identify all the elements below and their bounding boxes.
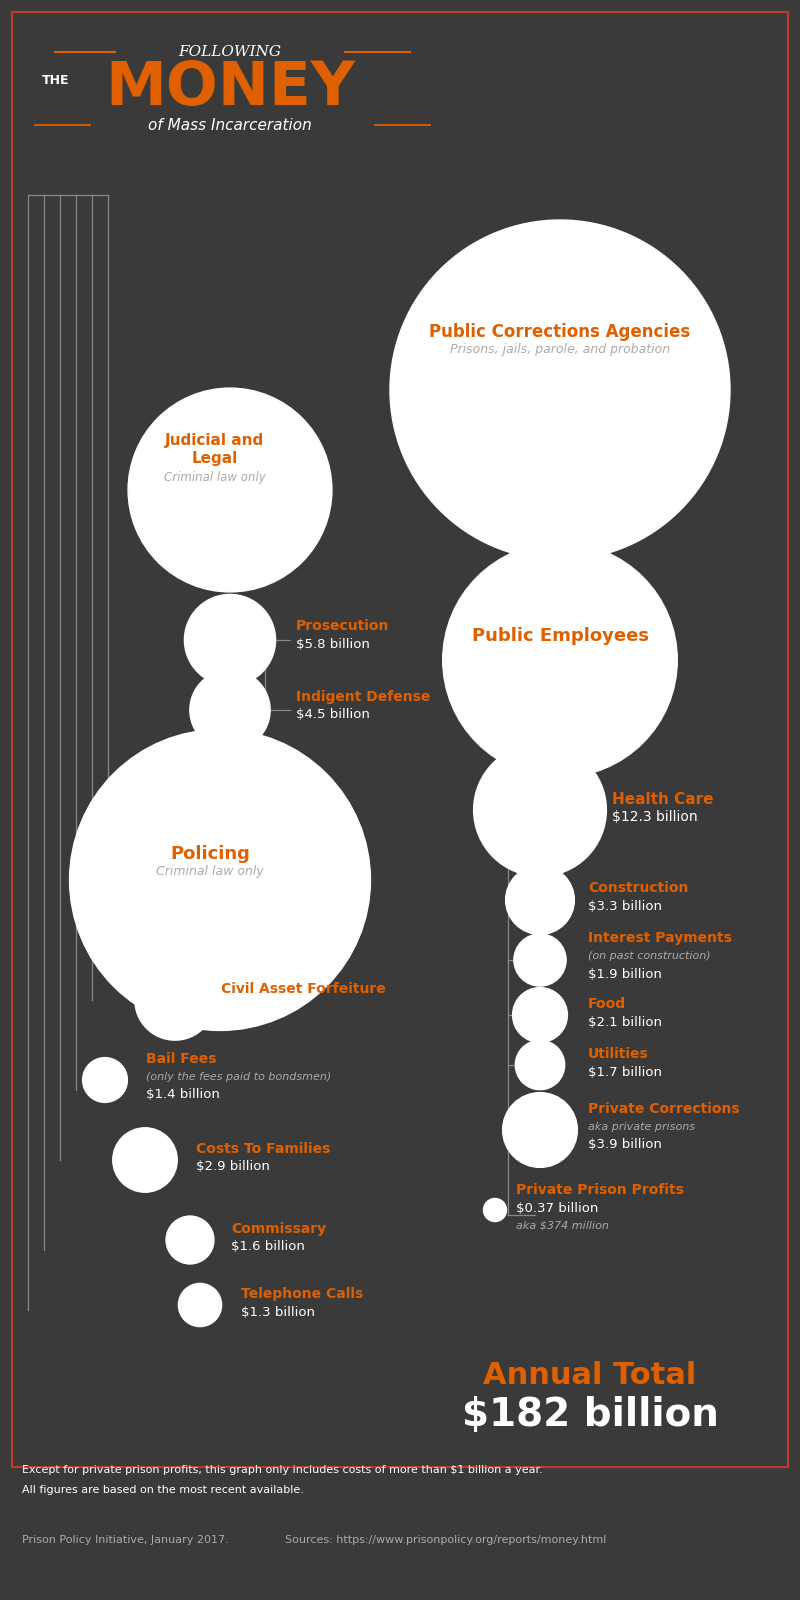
Text: Judicial and: Judicial and: [166, 434, 265, 448]
Text: $182 billion: $182 billion: [462, 1395, 718, 1434]
Text: Health Care: Health Care: [612, 792, 714, 806]
Circle shape: [82, 1058, 127, 1102]
Text: $63.2 billion: $63.2 billion: [158, 882, 262, 899]
Circle shape: [390, 219, 730, 560]
Text: Private Prison Profits: Private Prison Profits: [516, 1182, 684, 1197]
Circle shape: [514, 934, 566, 986]
Text: FOLLOWING: FOLLOWING: [178, 45, 282, 59]
Circle shape: [442, 542, 678, 778]
Text: Sources: https://www.prisonpolicy.org/reports/money.html: Sources: https://www.prisonpolicy.org/re…: [285, 1534, 606, 1546]
Text: Telephone Calls: Telephone Calls: [241, 1286, 363, 1301]
Circle shape: [185, 595, 275, 685]
Circle shape: [135, 960, 215, 1040]
Text: $1.9 billion: $1.9 billion: [588, 968, 662, 981]
Text: MONEY: MONEY: [105, 59, 355, 117]
Circle shape: [113, 1128, 178, 1192]
Text: $3.3 billion: $3.3 billion: [588, 899, 662, 912]
Text: $1.4 billion: $1.4 billion: [146, 1088, 220, 1101]
Text: $38.4 billion: $38.4 billion: [513, 646, 607, 661]
Text: Except for private prison profits, this graph only includes costs of more than $: Except for private prison profits, this …: [22, 1466, 542, 1475]
Text: Prisons, jails, parole, and probation: Prisons, jails, parole, and probation: [450, 344, 670, 357]
Text: of Mass Incarceration: of Mass Incarceration: [148, 117, 312, 133]
Text: Civil Asset Forfeiture: Civil Asset Forfeiture: [221, 982, 386, 995]
Text: aka $374 million: aka $374 million: [516, 1221, 609, 1230]
Text: Utilities: Utilities: [588, 1046, 649, 1061]
Circle shape: [166, 1216, 214, 1264]
Text: $3.9 billion: $3.9 billion: [588, 1139, 662, 1152]
Circle shape: [483, 1198, 506, 1221]
Text: $80.7 billion: $80.7 billion: [513, 360, 607, 376]
Text: Prosecution: Prosecution: [296, 619, 390, 634]
Text: THE: THE: [42, 74, 70, 86]
Text: Costs To Families: Costs To Families: [196, 1142, 330, 1155]
Text: Legal: Legal: [192, 451, 238, 467]
Text: $12.3 billion: $12.3 billion: [612, 810, 698, 824]
Text: aka private prisons: aka private prisons: [588, 1122, 695, 1133]
Text: $0.37 billion: $0.37 billion: [516, 1202, 598, 1214]
Text: Prison Policy Initiative, January 2017.: Prison Policy Initiative, January 2017.: [22, 1534, 229, 1546]
Text: $1.6 billion: $1.6 billion: [231, 1240, 305, 1253]
Text: Public Employees: Public Employees: [471, 627, 649, 645]
Text: Public Corrections Agencies: Public Corrections Agencies: [430, 323, 690, 341]
Circle shape: [506, 866, 574, 934]
Text: (only the fees paid to bondsmen): (only the fees paid to bondsmen): [146, 1072, 331, 1082]
Circle shape: [513, 987, 567, 1043]
Circle shape: [128, 389, 332, 592]
Circle shape: [515, 1040, 565, 1090]
Text: $1.3 billion: $1.3 billion: [241, 1306, 315, 1318]
Circle shape: [502, 1093, 578, 1168]
Circle shape: [474, 744, 606, 877]
Circle shape: [178, 1283, 222, 1326]
Text: Criminal law only: Criminal law only: [156, 866, 264, 878]
Text: All figures are based on the most recent available.: All figures are based on the most recent…: [22, 1485, 304, 1494]
Circle shape: [190, 670, 270, 750]
Text: Indigent Defense: Indigent Defense: [296, 690, 430, 704]
Text: Bail Fees: Bail Fees: [146, 1053, 217, 1066]
Text: Policing: Policing: [170, 845, 250, 862]
Text: $2.1 billion: $2.1 billion: [588, 1016, 662, 1029]
Text: Private Corrections: Private Corrections: [588, 1102, 740, 1117]
Text: Interest Payments: Interest Payments: [588, 931, 732, 946]
Text: $4.5 billion: $4.5 billion: [221, 1000, 295, 1013]
Text: $2.9 billion: $2.9 billion: [196, 1160, 270, 1173]
Text: $4.5 billion: $4.5 billion: [296, 709, 370, 722]
Text: Criminal law only: Criminal law only: [164, 470, 266, 483]
Text: $1.7 billion: $1.7 billion: [588, 1066, 662, 1078]
Text: $5.8 billion: $5.8 billion: [296, 637, 370, 651]
Text: Construction: Construction: [588, 882, 688, 894]
Text: $29.0 billion: $29.0 billion: [172, 488, 258, 502]
Text: Commissary: Commissary: [231, 1222, 326, 1235]
Circle shape: [70, 730, 370, 1030]
Text: (on past construction): (on past construction): [588, 950, 710, 962]
Text: Annual Total: Annual Total: [483, 1360, 697, 1389]
Text: Food: Food: [588, 997, 626, 1011]
